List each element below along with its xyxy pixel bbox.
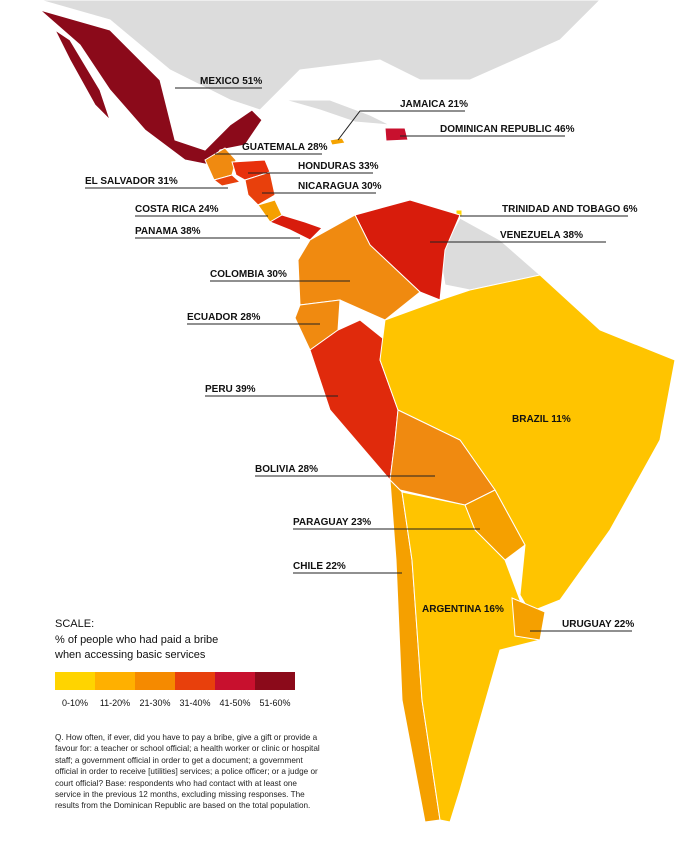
cuba <box>284 99 391 126</box>
jamaica <box>329 137 346 146</box>
usa <box>39 0 601 111</box>
country-label: COSTA RICA 24% <box>135 204 219 215</box>
scale-label: 0-10% <box>62 698 88 708</box>
labels: MEXICO 51% JAMAICA 21% DOMINICAN REPUBLI… <box>85 76 638 632</box>
argentina <box>401 491 541 823</box>
scale-swatch <box>215 672 255 690</box>
scale-title: SCALE: <box>55 618 95 630</box>
country-label: ECUADOR 28% <box>187 312 260 323</box>
scale-label: 51-60% <box>259 698 290 708</box>
country-label: JAMAICA 21% <box>400 99 468 110</box>
scale-swatch <box>175 672 215 690</box>
scale-label: 21-30% <box>139 698 170 708</box>
country-label: PERU 39% <box>205 384 256 395</box>
scale-label: 31-40% <box>179 698 210 708</box>
ecuador <box>294 299 341 351</box>
country-label: COLOMBIA 30% <box>210 269 287 280</box>
dominican-republic <box>384 127 409 142</box>
country-label: ARGENTINA 16% <box>422 604 504 615</box>
el-salvador <box>212 174 242 187</box>
country-label: PANAMA 38% <box>135 226 201 237</box>
scale-swatch <box>135 672 175 690</box>
scale-description: % of people who had paid a bribe when ac… <box>55 634 219 661</box>
scale-swatch <box>55 672 95 690</box>
uruguay <box>511 597 546 641</box>
country-label: DOMINICAN REPUBLIC 46% <box>440 124 575 135</box>
mexico <box>39 9 263 166</box>
leader-line <box>337 110 465 141</box>
scale-bar: 0-10% 11-20% 21-30% 31-40% 41-50% 51-60% <box>55 672 295 708</box>
scale-label: 11-20% <box>100 698 130 708</box>
footnote: Q. How often, if ever, did you have to p… <box>55 733 320 811</box>
country-label: CHILE 22% <box>293 561 346 572</box>
country-label: NICARAGUA 30% <box>298 181 382 192</box>
country-label: BRAZIL 11% <box>512 414 571 425</box>
scale-swatch <box>255 672 295 690</box>
country-label: PARAGUAY 23% <box>293 517 371 528</box>
country-label: GUATEMALA 28% <box>242 142 328 153</box>
bolivia <box>389 409 496 506</box>
country-label: VENEZUELA 38% <box>500 230 583 241</box>
country-label: URUGUAY 22% <box>562 619 634 630</box>
country-label: HONDURAS 33% <box>298 161 379 172</box>
scale-swatch <box>95 672 135 690</box>
country-label: TRINIDAD AND TOBAGO 6% <box>502 204 638 215</box>
country-label: MEXICO 51% <box>200 76 262 87</box>
scale-label: 41-50% <box>219 698 250 708</box>
panama <box>268 214 323 241</box>
country-label: EL SALVADOR 31% <box>85 176 178 187</box>
country-label: BOLIVIA 28% <box>255 464 318 475</box>
